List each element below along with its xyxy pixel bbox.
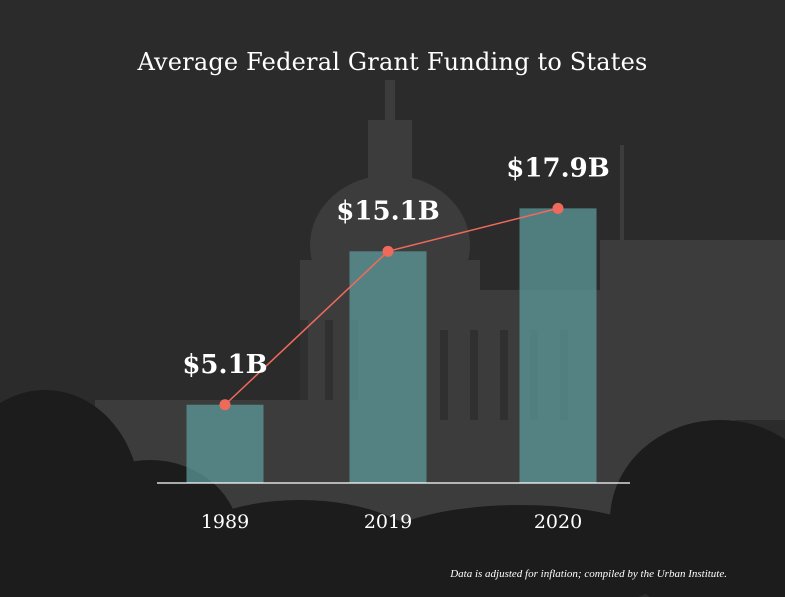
source-note: Data is adjusted for inflation; compiled… xyxy=(450,568,727,580)
x-tick-1989: 1989 xyxy=(201,511,249,533)
bar-2019 xyxy=(349,251,427,483)
trend-points-group xyxy=(219,202,564,411)
trend-point-2020 xyxy=(552,202,564,214)
value-label-1989: $5.1B xyxy=(182,350,267,380)
value-labels-group: $5.1B $15.1B $17.9B xyxy=(182,153,609,379)
chart-title: Average Federal Grant Funding to States xyxy=(137,48,648,76)
trend-point-1989 xyxy=(219,399,231,411)
x-tick-2020: 2020 xyxy=(534,511,582,533)
x-tick-2019: 2019 xyxy=(364,511,412,533)
bar-2020 xyxy=(519,208,597,483)
x-tick-labels-group: 1989 2019 2020 xyxy=(201,511,582,533)
value-label-2019: $15.1B xyxy=(336,196,439,226)
value-label-2020: $17.9B xyxy=(506,153,609,183)
bars-group xyxy=(186,208,597,483)
trend-point-2019 xyxy=(382,245,394,257)
bar-1989 xyxy=(186,404,264,483)
